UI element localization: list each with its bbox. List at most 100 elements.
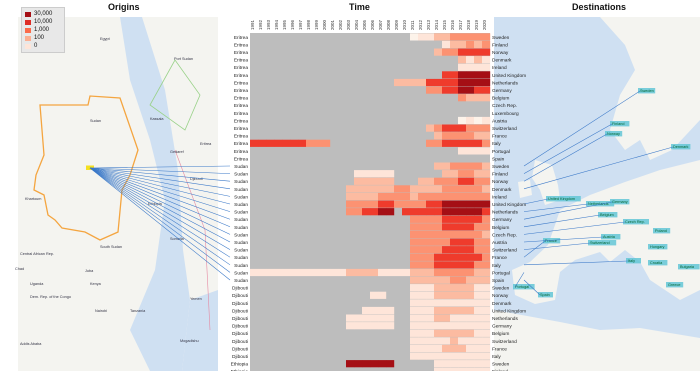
heatmap-cell [474, 185, 483, 193]
origin-row-label: Eritrea [234, 50, 248, 56]
heatmap-cell [386, 314, 395, 322]
heatmap-cell [370, 200, 379, 208]
heatmap-cell [322, 268, 331, 277]
heatmap-cell [426, 253, 435, 261]
heatmap-cell [418, 208, 427, 216]
heatmap-cell [442, 124, 451, 132]
destination-flow-line [523, 260, 629, 266]
heatmap-cell [418, 268, 427, 277]
destination-map-label: Switzerland [590, 241, 610, 245]
heatmap-cell [418, 276, 427, 284]
map-label: Tanzania [130, 309, 146, 313]
destination-map-label: Germany [612, 200, 628, 204]
destination-row-label: France [492, 255, 507, 261]
year-tick-label: 1996 [290, 19, 295, 30]
heatmap-cell [346, 185, 355, 193]
destination-row-label: Spain [492, 278, 505, 284]
heatmap-cell [442, 314, 451, 322]
heatmap-cell [466, 132, 475, 140]
heatmap-cell [418, 33, 427, 41]
heatmap-cell [354, 192, 363, 201]
heatmap-cell [466, 276, 475, 284]
heatmap-cell [450, 192, 459, 201]
heatmap-cell [378, 185, 387, 193]
heatmap-cell [442, 352, 451, 360]
heatmap-cell [450, 48, 459, 56]
heatmap-cell [426, 185, 435, 193]
legend-item: 10,000 [25, 18, 61, 26]
heatmap-cell [426, 200, 435, 208]
heatmap-cell [434, 48, 443, 56]
heatmap-cell [458, 360, 467, 368]
origin-row-label: Djibouti [232, 346, 248, 352]
heatmap-cell [426, 208, 435, 216]
heatmap-cell [426, 177, 435, 185]
heatmap-cell [482, 177, 491, 185]
heatmap-cell [450, 284, 459, 292]
heatmap-cell [322, 139, 331, 147]
heatmap-cell [450, 306, 459, 315]
year-tick-label: 2014 [434, 19, 439, 30]
origin-row-label: Sudan [234, 225, 248, 231]
heatmap-cell [466, 344, 475, 353]
heatmap-cell [466, 177, 475, 185]
heatmap-cell [378, 322, 387, 330]
legend-swatch [25, 35, 31, 41]
heatmap-cell [418, 261, 427, 269]
heatmap-cell [418, 246, 427, 254]
heatmap-cell [474, 246, 483, 254]
heatmap-cell [482, 337, 491, 345]
heatmap-cell [482, 71, 491, 79]
heatmap-cell [458, 291, 467, 299]
destination-row-label: France [492, 346, 507, 352]
heatmap-cell [434, 314, 443, 322]
destination-row-label: Denmark [492, 187, 512, 193]
heatmap-cell [442, 185, 451, 193]
origin-flow-line [89, 167, 231, 174]
heatmap-cell [402, 200, 411, 208]
destination-row-label: Italy [492, 141, 501, 147]
heatmap-cell [434, 185, 443, 193]
heatmap-cell [482, 261, 491, 269]
heatmap-cell [458, 200, 467, 208]
heatmap-cell [370, 360, 379, 368]
heatmap-cell [370, 170, 379, 178]
heatmap-cell [266, 268, 275, 277]
heatmap-cell [426, 337, 435, 345]
heatmap-cell [434, 192, 443, 201]
heatmap-cell [426, 246, 435, 254]
heatmap-cell [394, 192, 403, 201]
heatmap-cell [482, 276, 491, 284]
map-label: Kassala [150, 117, 164, 121]
heatmap-cell [466, 94, 475, 102]
heatmap-cell [306, 139, 315, 147]
heatmap-cell [466, 291, 475, 299]
destination-marker [601, 234, 621, 240]
heatmap-cell [482, 94, 491, 102]
heatmap-cell [474, 56, 483, 64]
destination-marker [588, 240, 617, 246]
destination-row-label: Spain [492, 156, 505, 162]
year-tick-label: 2003 [346, 19, 351, 30]
heatmap-cell [482, 192, 491, 201]
heatmap-cell [450, 230, 459, 239]
heatmap-cell [466, 230, 475, 239]
heatmap-cell [482, 139, 491, 147]
heatmap-cell [434, 352, 443, 360]
heatmap-cell [434, 86, 443, 94]
year-tick-label: 1997 [298, 19, 303, 30]
heatmap-cell [466, 223, 475, 231]
heatmap-cell [466, 139, 475, 147]
heatmap-cell [362, 314, 371, 322]
heatmap-cell [466, 124, 475, 132]
heatmap-cell [370, 268, 379, 277]
heatmap-cell [410, 268, 419, 277]
heatmap-cell [442, 268, 451, 277]
heatmap-cell [442, 276, 451, 284]
heatmap-cell [442, 261, 451, 269]
year-tick-label: 2012 [418, 19, 423, 30]
flow-lines [86, 90, 674, 296]
heatmap-cell [458, 337, 467, 345]
heatmap-cell [434, 132, 443, 140]
heatmap-cell [346, 314, 355, 322]
